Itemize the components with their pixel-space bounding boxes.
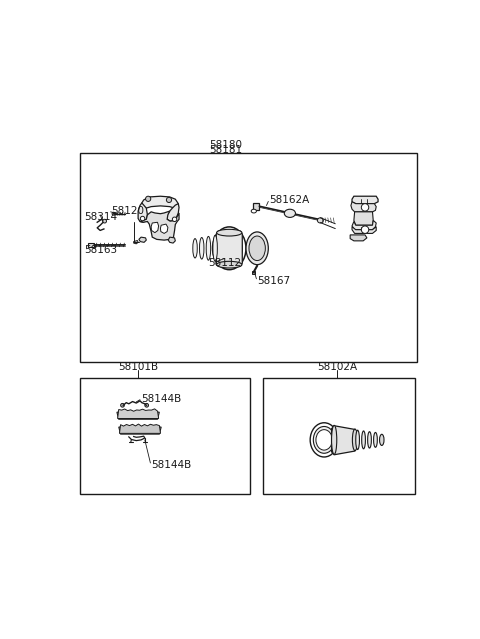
Ellipse shape [213, 227, 246, 270]
Text: 58167: 58167 [257, 276, 290, 286]
Ellipse shape [193, 238, 197, 258]
Polygon shape [140, 211, 179, 240]
Polygon shape [139, 237, 146, 242]
Polygon shape [119, 427, 161, 434]
Ellipse shape [206, 236, 211, 260]
Text: 58314: 58314 [84, 212, 117, 222]
Ellipse shape [368, 432, 372, 448]
Circle shape [103, 219, 107, 223]
Ellipse shape [356, 430, 360, 450]
Circle shape [145, 403, 148, 407]
Bar [263, 378, 415, 494]
Polygon shape [120, 424, 160, 433]
Bar [81, 153, 417, 362]
Polygon shape [118, 409, 158, 419]
Ellipse shape [373, 433, 377, 447]
Polygon shape [138, 203, 147, 222]
Text: 58180: 58180 [209, 140, 242, 150]
Polygon shape [133, 240, 138, 244]
Ellipse shape [313, 426, 335, 453]
Polygon shape [142, 196, 178, 208]
Circle shape [112, 212, 115, 215]
Circle shape [361, 226, 369, 233]
Polygon shape [167, 204, 179, 221]
Circle shape [140, 217, 145, 220]
Text: 58102A: 58102A [317, 362, 357, 373]
Text: 58144B: 58144B [151, 460, 192, 470]
Polygon shape [160, 224, 168, 233]
Text: 58181: 58181 [209, 146, 242, 155]
Circle shape [120, 403, 124, 407]
Ellipse shape [284, 209, 296, 217]
Bar [81, 378, 250, 494]
Polygon shape [351, 202, 376, 212]
Text: 58112: 58112 [208, 258, 241, 268]
Ellipse shape [216, 261, 242, 268]
Circle shape [167, 197, 172, 203]
Ellipse shape [251, 209, 256, 213]
Circle shape [172, 217, 177, 222]
Text: 58101B: 58101B [118, 362, 158, 373]
Polygon shape [216, 231, 242, 266]
Ellipse shape [362, 431, 365, 449]
Polygon shape [352, 227, 376, 233]
Polygon shape [168, 237, 175, 243]
Ellipse shape [332, 426, 337, 454]
Ellipse shape [216, 229, 242, 236]
Ellipse shape [246, 232, 268, 265]
Ellipse shape [380, 435, 384, 445]
Polygon shape [352, 220, 376, 229]
Circle shape [361, 204, 369, 211]
Polygon shape [332, 426, 355, 455]
Text: 58162A: 58162A [269, 195, 309, 205]
Bar [252, 272, 255, 273]
Ellipse shape [213, 235, 217, 261]
Polygon shape [151, 222, 158, 233]
Bar [253, 203, 259, 210]
Bar [88, 243, 94, 247]
Polygon shape [354, 212, 373, 225]
Ellipse shape [249, 236, 265, 261]
Ellipse shape [310, 423, 338, 457]
Ellipse shape [216, 231, 242, 265]
Ellipse shape [200, 238, 204, 259]
Text: 58144B: 58144B [141, 394, 181, 404]
Text: 58163: 58163 [84, 245, 117, 255]
Polygon shape [117, 412, 159, 419]
Text: 58120: 58120 [111, 206, 144, 216]
Circle shape [145, 196, 151, 201]
Ellipse shape [352, 429, 358, 450]
Ellipse shape [317, 218, 324, 223]
Polygon shape [350, 235, 367, 241]
Ellipse shape [316, 429, 332, 450]
Polygon shape [352, 196, 378, 204]
